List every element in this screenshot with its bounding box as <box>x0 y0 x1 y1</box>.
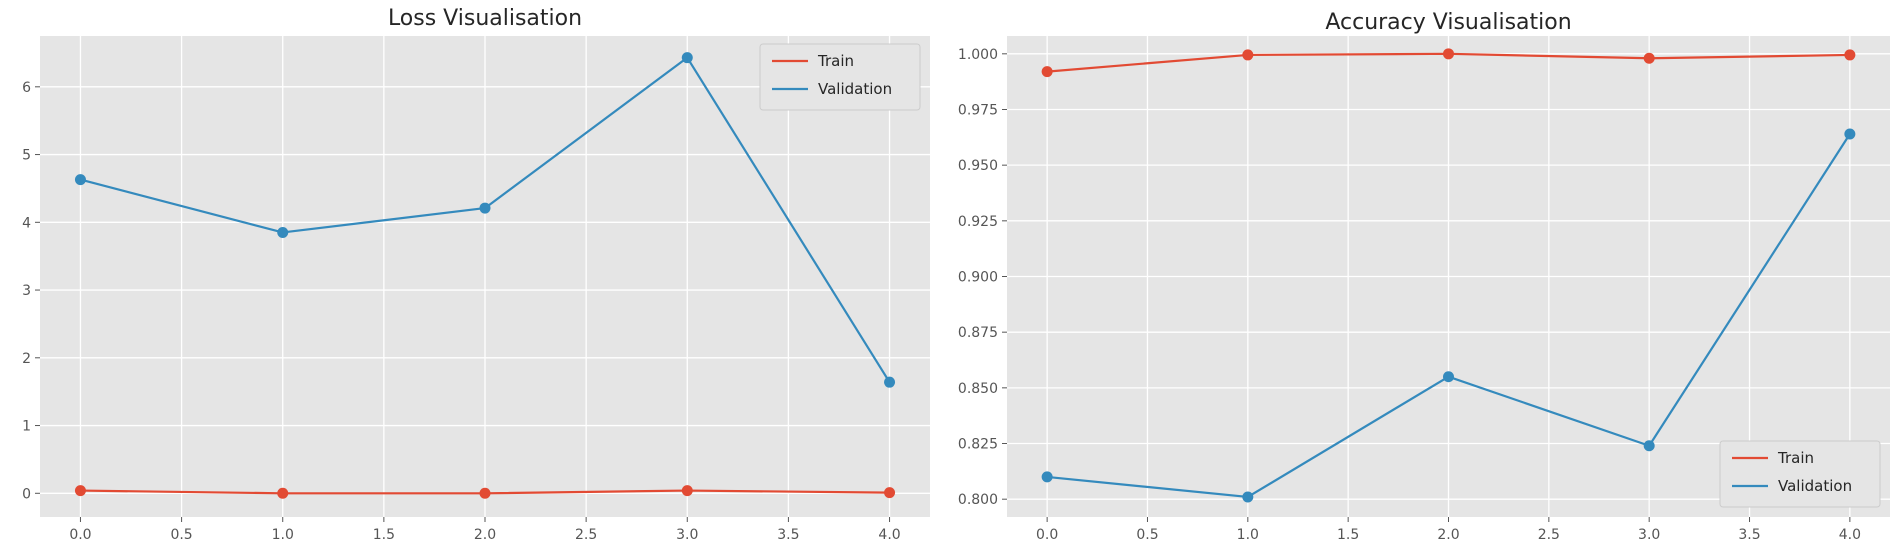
y-tick-label: 1 <box>22 419 31 435</box>
x-tick-label: 3.0 <box>676 527 698 543</box>
x-tick-label: 3.5 <box>1738 527 1760 543</box>
y-tick-label: 1.000 <box>958 47 998 63</box>
x-tick-label: 2.5 <box>575 527 597 543</box>
x-tick-label: 1.0 <box>1237 527 1259 543</box>
y-tick-label: 3 <box>22 283 31 299</box>
y-tick-label: 0 <box>22 486 31 502</box>
data-point-validation <box>1844 128 1856 140</box>
y-tick-label: 0.975 <box>958 102 998 118</box>
x-tick-label: 0.0 <box>69 527 91 543</box>
x-tick-label: 2.5 <box>1538 527 1560 543</box>
data-point-train <box>1844 49 1856 61</box>
y-tick-label: 6 <box>22 80 31 96</box>
legend-label-train: Train <box>1777 449 1814 467</box>
data-point-validation <box>1443 371 1454 383</box>
x-tick-label: 0.5 <box>170 527 192 543</box>
data-point-train <box>884 487 896 499</box>
legend-label-train: Train <box>817 52 854 70</box>
x-tick-label: 0.5 <box>1136 527 1158 543</box>
x-tick-label: 2.0 <box>1437 527 1459 543</box>
data-point-validation <box>681 52 693 64</box>
y-tick-label: 0.925 <box>958 214 998 230</box>
x-tick-label: 1.5 <box>1337 527 1359 543</box>
chart-title: Accuracy Visualisation <box>1325 10 1571 35</box>
data-point-train <box>681 485 693 497</box>
y-tick-label: 2 <box>22 351 31 367</box>
x-tick-label: 2.0 <box>474 527 496 543</box>
legend: Train Validation <box>759 43 921 111</box>
chart-title: Loss Visualisation <box>388 6 582 31</box>
x-tick-label: 0.0 <box>1036 527 1058 543</box>
y-tick-label: 0.900 <box>958 270 998 286</box>
x-tick-label: 1.0 <box>272 527 294 543</box>
x-tick-label: 3.0 <box>1638 527 1660 543</box>
data-point-train <box>1443 48 1454 60</box>
chart-1: Accuracy Visualisation 0.0 0.5 1.0 1.5 2.0 2.5… <box>958 10 1890 543</box>
data-point-validation <box>74 174 86 186</box>
data-point-validation <box>1041 471 1053 483</box>
data-point-train <box>1643 52 1655 64</box>
y-tick-label: 0.950 <box>958 158 998 174</box>
data-point-validation <box>1242 491 1254 503</box>
y-tick-label: 0.800 <box>958 492 998 508</box>
data-point-train <box>74 485 86 497</box>
data-point-validation <box>1643 440 1655 452</box>
y-tick-label: 4 <box>22 215 31 231</box>
y-tick-label: 0.825 <box>958 437 998 453</box>
data-point-validation <box>884 376 896 388</box>
legend: Train Validation <box>1719 440 1881 508</box>
chart-0: Loss Visualisation 0.0 0.5 1.0 1.5 2.0 2.5 3.0 3… <box>22 6 930 543</box>
y-tick-label: 5 <box>22 148 31 164</box>
data-point-validation <box>277 226 289 238</box>
data-point-validation <box>479 202 491 214</box>
x-tick-label: 3.5 <box>777 527 799 543</box>
data-point-train <box>1041 66 1053 78</box>
x-tick-label: 4.0 <box>878 527 900 543</box>
data-point-train <box>277 487 289 499</box>
x-tick-label: 4.0 <box>1839 527 1861 543</box>
data-point-train <box>479 487 491 499</box>
legend-label-validation: Validation <box>1778 477 1852 495</box>
y-tick-label: 0.875 <box>958 325 998 341</box>
y-tick-label: 0.850 <box>958 381 998 397</box>
data-point-train <box>1242 49 1254 61</box>
x-tick-label: 1.5 <box>373 527 395 543</box>
legend-label-validation: Validation <box>818 80 892 98</box>
